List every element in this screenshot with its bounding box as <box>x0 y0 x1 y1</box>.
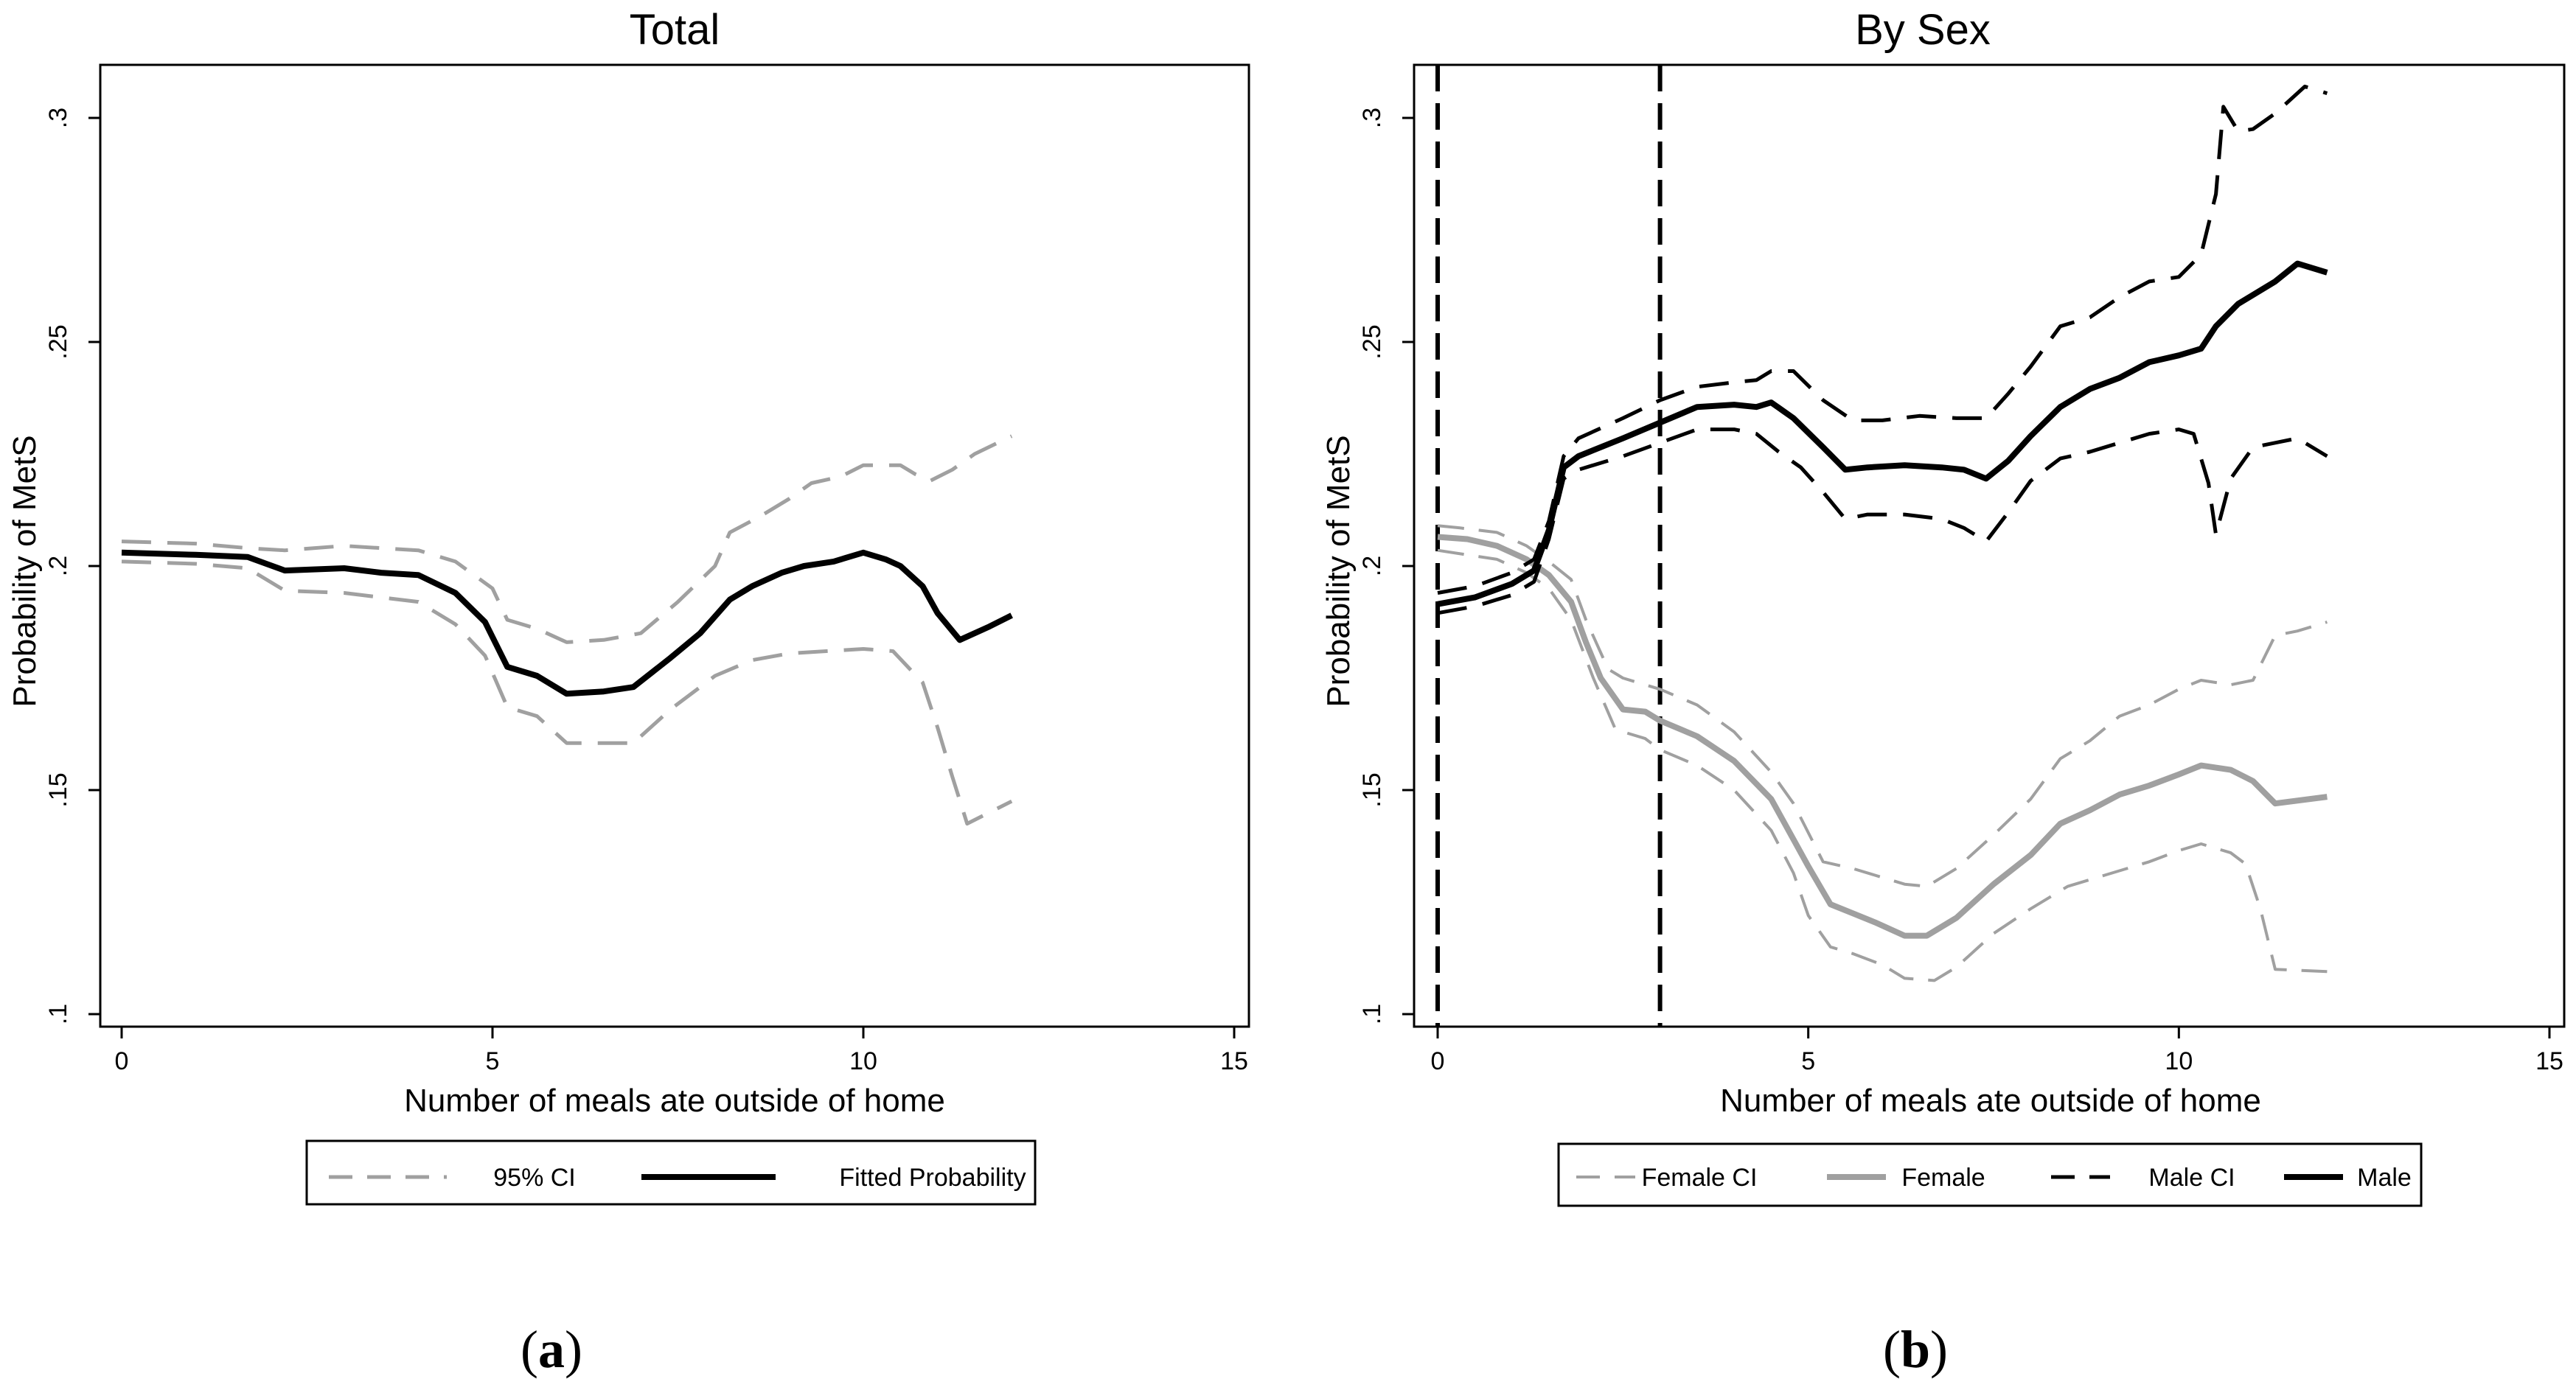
panel-caption: (b) <box>1883 1320 1948 1379</box>
y-tick-label: .15 <box>1358 772 1386 807</box>
legend-items: 95% CI Fitted Probability <box>329 1164 1026 1192</box>
caption-letter: a <box>538 1320 565 1379</box>
x-axis-ticks: 0 5 10 15 <box>115 1027 1248 1075</box>
panel-by-sex: By Sex .1 .15 .2 .25 .3 0 5 10 15 Number of mea… <box>1320 6 2566 1379</box>
chart-title: Total <box>630 6 720 54</box>
y-axis-label: Probability of MetS <box>7 435 43 707</box>
x-tick-label: 5 <box>1801 1047 1815 1075</box>
x-tick-label: 15 <box>1220 1047 1248 1075</box>
series-group <box>121 434 1013 826</box>
y-tick-label: .25 <box>44 324 72 359</box>
legend-items: Female CI Female Male CI Male <box>1576 1164 2412 1192</box>
legend-box <box>305 1139 1037 1206</box>
series-line-95-ci-upper <box>121 434 1013 644</box>
panel-caption: (a) <box>521 1320 582 1379</box>
series-line-female-ci-lower <box>1437 548 2328 982</box>
series-line-female-fit <box>1437 534 2328 939</box>
x-axis-ticks: 0 5 10 15 <box>1431 1027 2563 1075</box>
y-tick-label: .25 <box>1358 324 1386 359</box>
legend-label: Female CI <box>1642 1164 1758 1192</box>
series-line-95-ci-lower <box>121 559 1013 826</box>
legend-label: Male CI <box>2148 1164 2235 1192</box>
y-axis-ticks: .1 .15 .2 .25 .3 <box>1358 108 1414 1024</box>
y-tick-label: .15 <box>44 772 72 807</box>
legend-label: 95% CI <box>493 1164 576 1192</box>
chart-title: By Sex <box>1855 6 1991 54</box>
x-tick-label: 5 <box>486 1047 500 1075</box>
y-tick-label: .2 <box>44 556 72 576</box>
caption-letter: b <box>1901 1320 1930 1379</box>
x-tick-label: 0 <box>1431 1047 1445 1075</box>
plot-frame <box>1413 63 2566 1028</box>
x-axis-label: Number of meals ate outside of home <box>1720 1083 2261 1119</box>
series-line-fitted-probability-fit <box>121 549 1013 697</box>
x-tick-label: 0 <box>115 1047 129 1075</box>
series-group <box>1437 84 2328 982</box>
y-tick-label: .1 <box>44 1004 72 1024</box>
panel-total: Total .1 .15 .2 .25 .3 0 5 10 15 Number of meal… <box>7 6 1250 1379</box>
legend: Female CI Female Male CI Male <box>1557 1142 2423 1207</box>
legend-box <box>1557 1142 2423 1207</box>
series-line-male-fit <box>1437 260 2328 607</box>
x-tick-label: 10 <box>2165 1047 2193 1075</box>
legend-label: Male <box>2357 1164 2412 1192</box>
x-tick-label: 10 <box>849 1047 877 1075</box>
y-axis-label: Probability of MetS <box>1320 435 1357 707</box>
plot-frame <box>99 63 1250 1028</box>
y-axis-ticks: .1 .15 .2 .25 .3 <box>44 108 100 1024</box>
series-line-female-ci-upper <box>1437 524 2328 888</box>
y-tick-label: .2 <box>1358 556 1386 576</box>
y-tick-label: .3 <box>44 108 72 128</box>
series-line-male-ci-lower <box>1437 427 2328 615</box>
x-tick-label: 15 <box>2535 1047 2563 1075</box>
legend-label: Fitted Probability <box>839 1164 1026 1192</box>
x-axis-label: Number of meals ate outside of home <box>404 1083 945 1119</box>
legend: 95% CI Fitted Probability <box>305 1139 1037 1206</box>
series-line-male-ci-upper <box>1437 84 2328 595</box>
reference-lines <box>1435 65 1663 1027</box>
legend-label: Female <box>1901 1164 1985 1192</box>
y-tick-label: .1 <box>1358 1004 1386 1024</box>
y-tick-label: .3 <box>1358 108 1386 128</box>
